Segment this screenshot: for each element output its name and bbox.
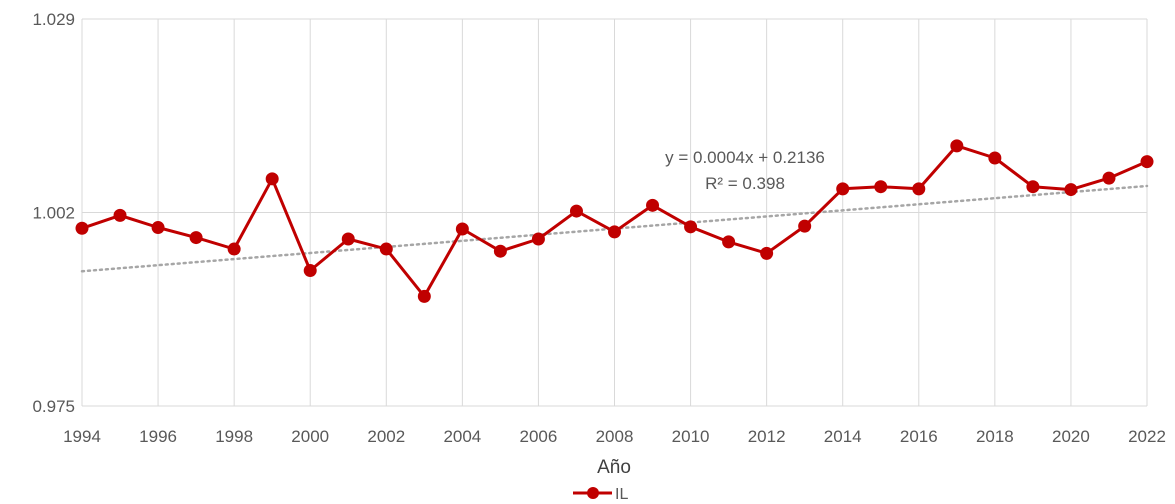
x-axis-title: Año <box>597 457 631 478</box>
data-point-il <box>151 221 165 235</box>
data-point-il <box>455 222 469 236</box>
x-tick-label: 2018 <box>976 427 1014 446</box>
data-point-il <box>341 232 355 246</box>
data-point-il <box>836 182 850 196</box>
x-tick-label: 2022 <box>1128 427 1166 446</box>
data-point-il <box>1026 180 1040 194</box>
y-tick-label: 1.002 <box>32 204 75 223</box>
x-tick-label: 1998 <box>215 427 253 446</box>
data-point-il <box>874 180 888 194</box>
data-point-il <box>113 208 127 222</box>
x-tick-label: 2006 <box>520 427 558 446</box>
data-point-il <box>950 139 964 153</box>
legend: IL <box>573 486 628 503</box>
data-point-il <box>760 246 774 260</box>
data-point-il <box>303 264 317 278</box>
data-point-il <box>1140 155 1154 169</box>
data-point-il <box>379 242 393 256</box>
data-point-il <box>569 204 583 218</box>
trendline-r-squared: R² = 0.398 <box>705 174 785 193</box>
x-tick-label: 2010 <box>672 427 710 446</box>
x-tick-label: 1996 <box>139 427 177 446</box>
x-tick-label: 2000 <box>291 427 329 446</box>
data-point-il <box>1064 183 1078 197</box>
y-tick-label: 0.975 <box>32 397 75 416</box>
x-tick-label: 2004 <box>443 427 481 446</box>
data-point-il <box>684 220 698 234</box>
data-point-il <box>531 232 545 246</box>
data-point-il <box>912 182 926 196</box>
y-axis-tick-labels: 0.975 1.002 1.029 <box>32 10 75 416</box>
gridlines <box>81 18 1148 407</box>
data-point-il <box>798 219 812 233</box>
series-layer <box>75 139 1154 303</box>
x-tick-label: 2012 <box>748 427 786 446</box>
x-tick-label: 2016 <box>900 427 938 446</box>
x-tick-label: 2020 <box>1052 427 1090 446</box>
data-point-il <box>1102 171 1116 185</box>
x-tick-label: 2014 <box>824 427 862 446</box>
x-axis-tick-labels: 1994 1996 1998 2000 2002 2004 2006 2008 2010 2012… <box>63 427 1166 446</box>
data-point-il <box>608 225 621 239</box>
data-point-il <box>189 231 203 245</box>
x-tick-label: 1994 <box>63 427 101 446</box>
legend-dot-marker <box>587 487 599 499</box>
data-point-il <box>227 242 241 256</box>
data-point-il <box>988 151 1002 165</box>
data-point-il <box>646 198 660 212</box>
x-tick-label: 2008 <box>596 427 634 446</box>
legend-label: IL <box>615 486 628 503</box>
data-point-il <box>417 289 431 303</box>
data-point-il <box>722 235 736 249</box>
y-tick-label: 1.029 <box>32 10 75 29</box>
data-point-il <box>493 244 507 258</box>
x-tick-label: 2002 <box>367 427 405 446</box>
trendline-equation: y = 0.0004x + 0.2136 <box>665 148 825 167</box>
data-point-il <box>265 172 279 186</box>
data-point-il <box>75 221 89 235</box>
